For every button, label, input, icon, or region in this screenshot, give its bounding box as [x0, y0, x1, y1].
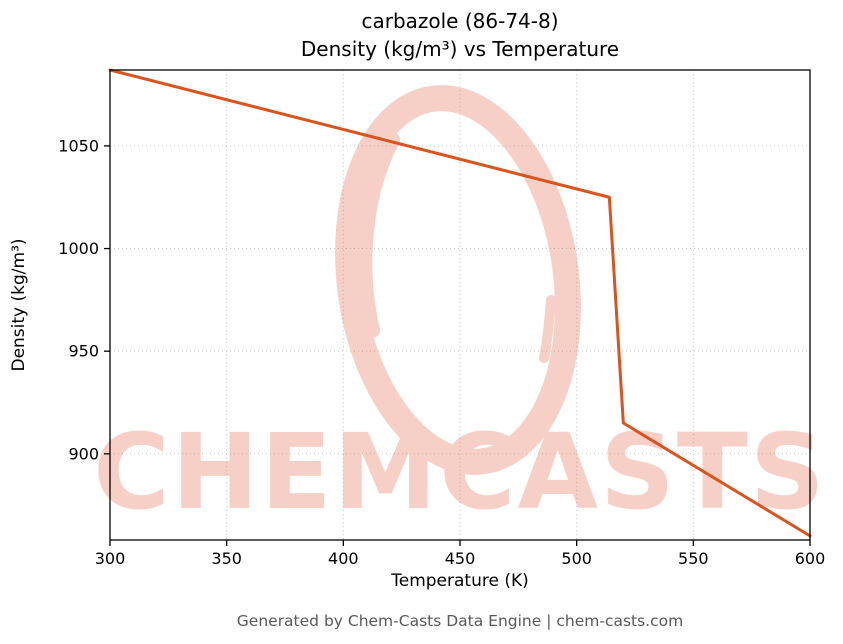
- y-tick-label: 900: [68, 444, 99, 463]
- x-tick-label: 400: [328, 549, 359, 568]
- density-line-series: [108, 68, 812, 538]
- x-tick-label: 550: [678, 549, 709, 568]
- x-tick-label: 450: [445, 549, 476, 568]
- x-tick-label: 350: [211, 549, 242, 568]
- watermark-swirl-drip-icon: [539, 295, 556, 363]
- watermark-swirl-icon: [335, 85, 581, 475]
- plot-area: CHEMCASTS 300 350 400 450 500 550 600 900 950 1000…: [58, 68, 826, 568]
- y-tick-label: 1050: [58, 136, 99, 155]
- chart-title-line1: carbazole (86-74-8): [361, 9, 558, 33]
- chart-title-line2: Density (kg/m³) vs Temperature: [301, 37, 619, 61]
- x-tick-label: 300: [95, 549, 126, 568]
- watermark: CHEMCASTS: [93, 85, 826, 533]
- x-tick-label: 500: [561, 549, 592, 568]
- footer-text: Generated by Chem-Casts Data Engine | ch…: [237, 612, 683, 630]
- y-tick-label: 1000: [58, 239, 99, 258]
- x-tick-label: 600: [795, 549, 826, 568]
- watermark-text: CHEMCASTS: [93, 411, 826, 533]
- y-axis-label: Density (kg/m³): [9, 238, 29, 371]
- watermark-swirl-inner-stroke-icon: [356, 132, 400, 338]
- y-tick-label: 950: [68, 342, 99, 361]
- x-axis-label: Temperature (K): [390, 571, 529, 591]
